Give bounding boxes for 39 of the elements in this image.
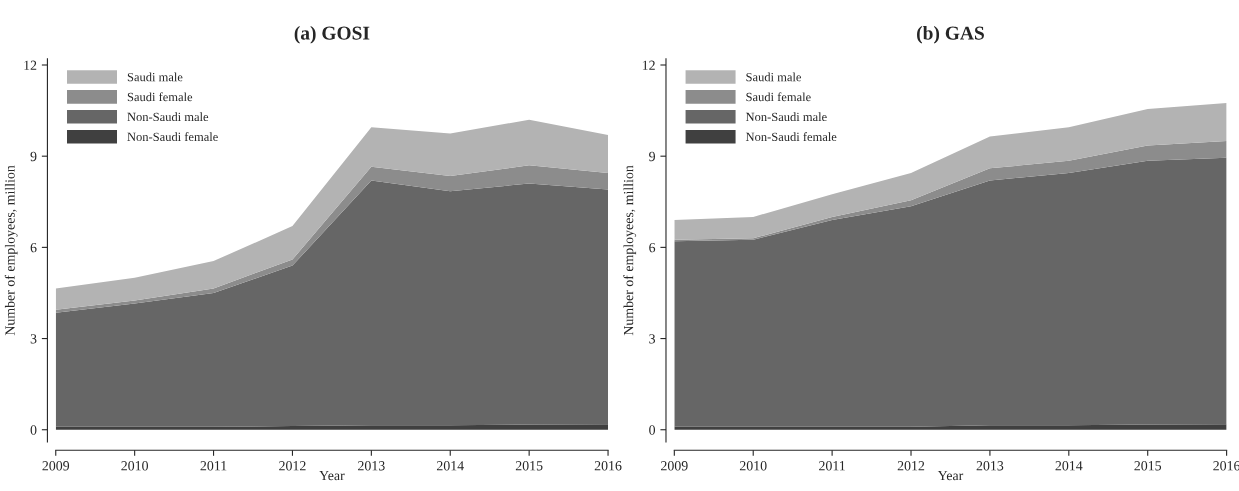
x-tick-label: 2015 — [515, 461, 543, 471]
x-tick-label: 2010 — [739, 461, 767, 471]
x-tick-label: 2013 — [976, 461, 1004, 471]
y-tick-label: 6 — [30, 242, 37, 253]
y-tick-label: 9 — [649, 151, 655, 162]
y-axis-title: Number of employees, million — [4, 165, 18, 336]
y-tick-label: 0 — [649, 425, 656, 435]
y-tick-label: 3 — [30, 334, 37, 344]
x-tick-label: 2009 — [661, 461, 688, 471]
y-tick-label: 12 — [24, 60, 37, 70]
x-axis-title: Year — [937, 471, 964, 481]
legend-label: Saudi male — [746, 72, 802, 82]
legend-label: Saudi male — [127, 72, 183, 82]
y-axis-title: Number of employees, million — [623, 165, 637, 336]
y-tick-label: 9 — [30, 151, 37, 162]
x-tick-label: 2016 — [594, 461, 622, 471]
x-tick-label: 2015 — [1134, 461, 1162, 471]
y-tick-label: 3 — [649, 334, 656, 344]
y-tick-label: 12 — [642, 60, 655, 70]
x-tick-label: 2011 — [819, 461, 845, 471]
x-tick-label: 2009 — [42, 461, 70, 471]
x-tick-label: 2012 — [897, 461, 925, 471]
legend-label: Saudi female — [127, 92, 193, 102]
legend-label: Non-Saudi female — [745, 132, 837, 142]
x-tick-label: 2011 — [200, 461, 227, 471]
chart-title: (a) GOSI — [294, 25, 370, 44]
legend-label: Non-Saudi female — [127, 132, 218, 142]
x-tick-label: 2012 — [279, 461, 306, 471]
y-tick-label: 0 — [30, 425, 37, 435]
y-tick-label: 6 — [649, 242, 656, 253]
legend-label: Non-Saudi male — [127, 112, 209, 122]
legend-label: Non-Saudi male — [745, 112, 827, 122]
chart-title: (b) GAS — [917, 25, 984, 44]
x-tick-label: 2014 — [436, 461, 464, 471]
x-tick-label: 2010 — [121, 461, 149, 471]
x-axis-title: Year — [319, 471, 345, 481]
legend-label: Saudi female — [746, 92, 811, 102]
x-tick-label: 2013 — [358, 461, 385, 471]
x-tick-label: 2014 — [1055, 461, 1083, 471]
